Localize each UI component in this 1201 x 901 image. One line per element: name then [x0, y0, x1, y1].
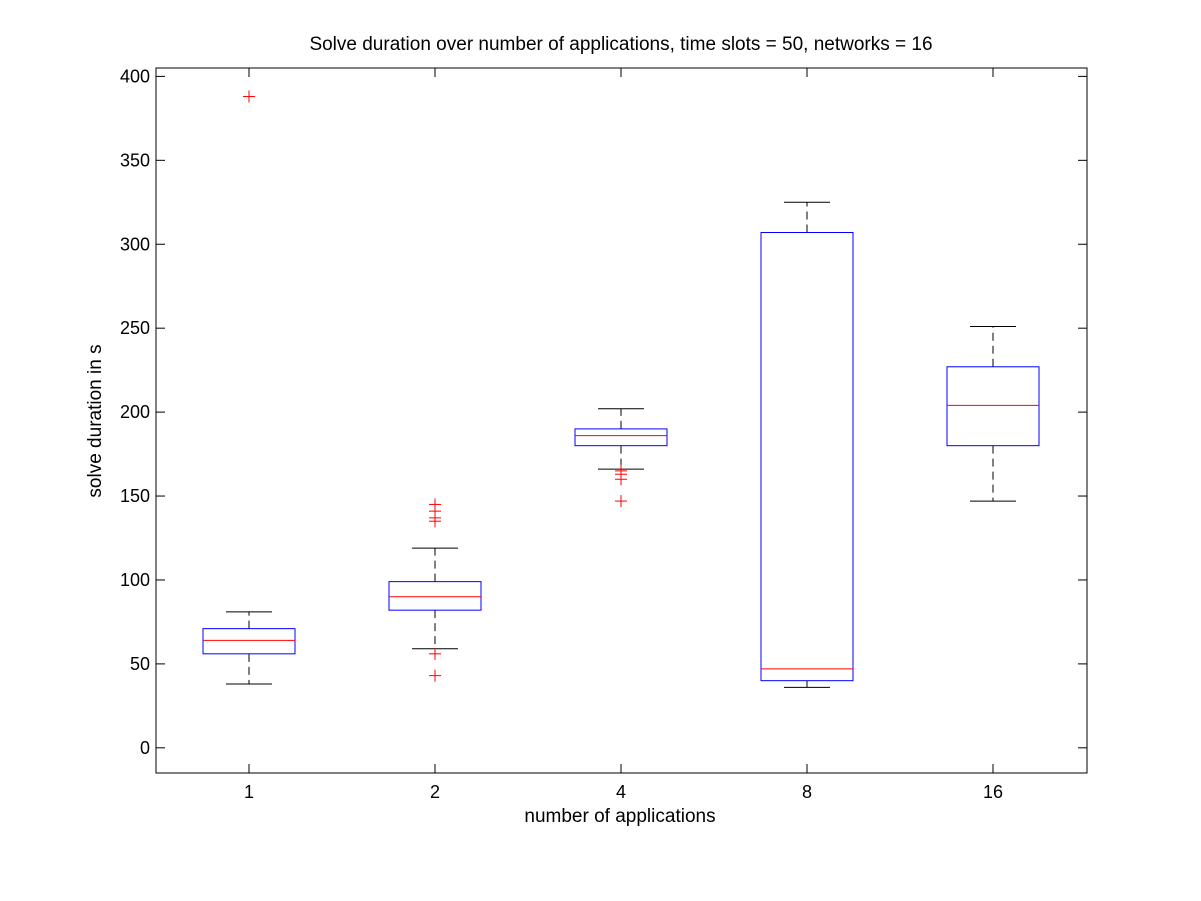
chart-title: Solve duration over number of applicatio…	[309, 34, 932, 55]
x-axis: 1 2 4 8 16	[244, 68, 1003, 802]
box-group	[946, 326, 1040, 502]
box-series	[202, 90, 1040, 688]
box-rect	[574, 428, 668, 447]
y-tick-label: 150	[120, 486, 150, 506]
outlier-marker	[429, 647, 441, 660]
outlier-marker	[243, 90, 255, 103]
outlier-marker	[615, 464, 627, 477]
box-rect	[760, 232, 854, 682]
box-group	[760, 201, 854, 688]
outlier-marker	[615, 495, 627, 508]
x-axis-label: number of applications	[524, 806, 715, 827]
y-axis-label: solve duration in s	[85, 344, 106, 497]
x-tick-label: 4	[616, 782, 626, 802]
y-tick-label: 300	[120, 234, 150, 254]
x-tick-label: 16	[983, 782, 1003, 802]
x-tick-label: 2	[430, 782, 440, 802]
y-tick-label: 400	[120, 66, 150, 86]
box-group	[388, 498, 482, 682]
y-tick-label: 250	[120, 318, 150, 338]
box-rect	[202, 628, 296, 655]
y-tick-label: 50	[130, 654, 150, 674]
x-tick-label: 8	[802, 782, 812, 802]
y-tick-label: 350	[120, 150, 150, 170]
outlier-marker	[429, 498, 441, 511]
outlier-marker	[429, 669, 441, 682]
y-axis: 0 50 100 150 200 250 300 350 400	[120, 66, 1087, 758]
box-group	[202, 90, 296, 685]
y-tick-label: 0	[140, 738, 150, 758]
box-rect	[388, 581, 482, 611]
x-tick-label: 1	[244, 782, 254, 802]
y-tick-label: 200	[120, 402, 150, 422]
y-tick-label: 100	[120, 570, 150, 590]
box-group	[574, 408, 668, 508]
box-rect	[946, 366, 1040, 447]
